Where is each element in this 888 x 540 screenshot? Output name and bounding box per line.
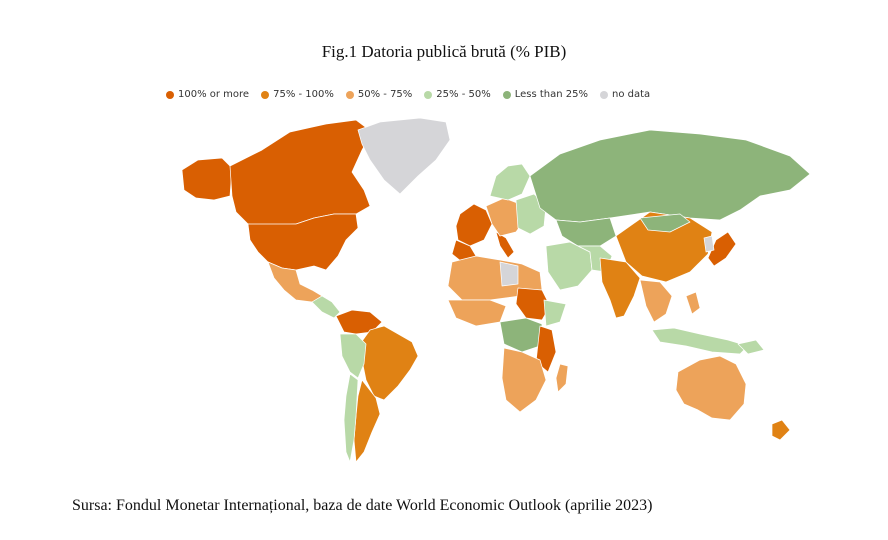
- legend-swatch: [261, 90, 270, 99]
- legend-item-less-than-25: Less than 25%: [502, 89, 588, 100]
- region-italy: [495, 231, 515, 259]
- region-mongolia: [639, 213, 691, 233]
- legend-item-no-data: no data: [600, 89, 650, 100]
- region-philippines: [685, 291, 701, 315]
- region-libya: [499, 261, 519, 287]
- region-central-africa: [499, 317, 543, 353]
- region-horn-of-africa: [543, 299, 567, 327]
- legend-item-25-50: 25% - 50%: [424, 89, 491, 100]
- region-korea: [703, 235, 715, 253]
- region-japan: [707, 231, 737, 267]
- region-scandinavia: [489, 163, 531, 201]
- region-southern-africa: [501, 347, 547, 413]
- legend-label: 50% - 75%: [357, 89, 413, 100]
- region-central-america: [311, 295, 341, 319]
- region-chile: [343, 373, 359, 463]
- region-indonesia: [651, 327, 749, 355]
- region-australia: [675, 355, 747, 421]
- legend-label: 100% or more: [178, 89, 250, 100]
- legend-swatch: [600, 90, 608, 99]
- legend-swatch: [424, 90, 433, 99]
- region-middle-east: [545, 241, 593, 291]
- legend-swatch: [166, 90, 174, 99]
- region-peru-bolivia: [339, 333, 367, 379]
- legend-label: Less than 25%: [514, 89, 588, 100]
- region-sudan-ethiopia: [515, 287, 551, 321]
- legend-swatch: [502, 90, 511, 99]
- region-india: [599, 257, 641, 319]
- region-venezuela-colombia: [335, 309, 383, 335]
- legend-item-50-75: 50% - 75%: [345, 89, 413, 100]
- region-alaska: [181, 157, 233, 201]
- legend-item-100-or-more: 100% or more: [166, 89, 249, 100]
- region-west-africa: [447, 299, 507, 327]
- figure-title: Fig.1 Datoria publică brută (% PIB): [321, 42, 567, 61]
- region-united-states: [247, 213, 359, 271]
- region-western-europe: [455, 203, 493, 247]
- region-east-africa: [535, 325, 557, 373]
- map-legend: 100% or more 75% - 100% 50% - 75% 25% - …: [166, 89, 650, 100]
- world-map: [181, 117, 811, 463]
- region-greenland: [357, 117, 451, 195]
- legend-label: 75% - 100%: [273, 89, 334, 100]
- legend-label: 25% - 50%: [436, 89, 491, 100]
- region-southeast-asia: [639, 279, 673, 323]
- legend-item-75-100: 75% - 100%: [261, 89, 334, 100]
- region-canada: [229, 119, 373, 227]
- legend-label: no data: [612, 89, 651, 100]
- region-new-zealand: [771, 419, 791, 441]
- region-papua-new-guinea: [737, 339, 765, 355]
- source-note: Sursa: Fondul Monetar Internațional, baz…: [72, 497, 653, 514]
- region-argentina: [353, 379, 381, 463]
- region-madagascar: [555, 363, 569, 393]
- region-central-asia: [555, 217, 617, 247]
- region-russia: [529, 129, 811, 223]
- legend-swatch: [345, 90, 354, 99]
